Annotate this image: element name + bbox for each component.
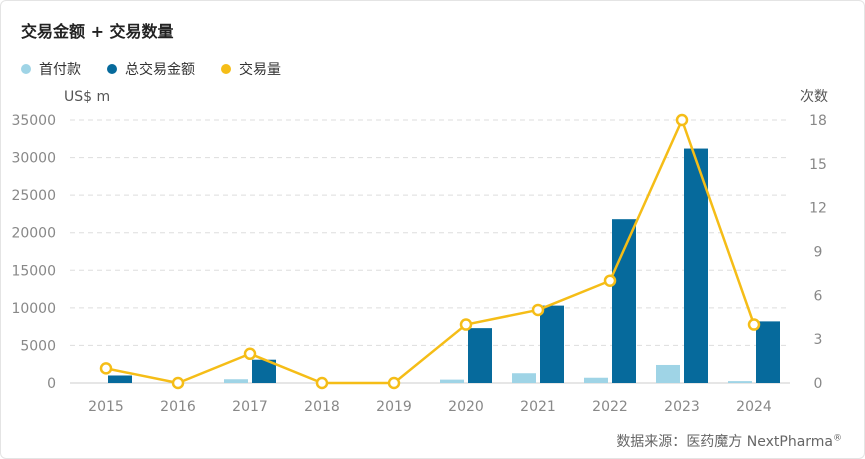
x-tick-label: 2023 bbox=[664, 399, 700, 415]
x-tick-label: 2022 bbox=[592, 399, 628, 415]
legend-label-upfront: 首付款 bbox=[39, 62, 81, 78]
x-tick-label: 2016 bbox=[160, 399, 196, 415]
data-source: 数据来源：医药魔方 NextPharma® bbox=[616, 431, 842, 451]
count-point[interactable] bbox=[459, 318, 473, 331]
legend-item-upfront[interactable]: 首付款 bbox=[21, 59, 81, 79]
legend-dot-count bbox=[221, 64, 231, 74]
right-tick-label: 0 bbox=[814, 376, 823, 392]
count-point[interactable] bbox=[387, 376, 401, 390]
legend-label-total: 总交易金额 bbox=[125, 62, 195, 78]
bar-total[interactable] bbox=[468, 328, 492, 383]
bar-upfront[interactable] bbox=[728, 381, 752, 383]
count-point[interactable] bbox=[315, 376, 329, 390]
left-tick-label: 35000 bbox=[11, 113, 56, 129]
right-axis-unit: 次数 bbox=[800, 89, 828, 105]
legend-item-count[interactable]: 交易量 bbox=[221, 59, 281, 79]
left-tick-label: 30000 bbox=[11, 151, 56, 167]
bar-total[interactable] bbox=[540, 305, 564, 383]
x-tick-label: 2021 bbox=[520, 399, 556, 415]
bar-upfront[interactable] bbox=[584, 377, 608, 383]
legend-dot-upfront bbox=[21, 64, 31, 74]
left-tick-label: 20000 bbox=[11, 226, 56, 242]
right-tick-label: 6 bbox=[814, 288, 823, 304]
x-tick-label: 2015 bbox=[88, 399, 124, 415]
count-point[interactable] bbox=[747, 318, 761, 331]
x-tick-label: 2024 bbox=[736, 399, 772, 415]
count-point[interactable] bbox=[243, 347, 257, 361]
source-name: 医药魔方 NextPharma bbox=[686, 434, 833, 450]
source-label: 数据来源： bbox=[616, 434, 687, 450]
bar-total[interactable] bbox=[252, 359, 276, 383]
left-tick-label: 5000 bbox=[20, 338, 56, 354]
count-point[interactable] bbox=[99, 362, 113, 375]
right-tick-label: 18 bbox=[809, 113, 827, 129]
left-tick-label: 15000 bbox=[11, 263, 56, 279]
axes: 0 5000 10000 15000 20000 25000 30000 35000 0 3 6 9 1… bbox=[11, 113, 826, 415]
bars bbox=[108, 148, 780, 383]
grid-lines bbox=[70, 119, 790, 384]
count-line-path bbox=[105, 118, 756, 385]
bar-total[interactable] bbox=[684, 148, 708, 383]
left-axis-unit: US$ m bbox=[64, 89, 110, 105]
right-tick-label: 3 bbox=[814, 332, 823, 348]
left-tick-label: 0 bbox=[47, 376, 56, 392]
right-tick-label: 12 bbox=[809, 201, 827, 217]
legend-item-total[interactable]: 总交易金额 bbox=[107, 59, 195, 79]
bar-upfront[interactable] bbox=[656, 364, 680, 383]
right-tick-label: 9 bbox=[814, 245, 823, 261]
count-point[interactable] bbox=[171, 376, 185, 390]
x-tick-label: 2019 bbox=[376, 399, 412, 415]
count-point[interactable] bbox=[603, 274, 617, 287]
bar-total[interactable] bbox=[108, 375, 132, 383]
chart-legend: 首付款 总交易金额 交易量 bbox=[21, 59, 281, 79]
bar-upfront[interactable] bbox=[512, 373, 536, 383]
x-tick-label: 2018 bbox=[304, 399, 340, 415]
bar-total[interactable] bbox=[612, 219, 636, 383]
x-tick-label: 2020 bbox=[448, 399, 484, 415]
left-tick-label: 10000 bbox=[11, 301, 56, 317]
x-tick-label: 2017 bbox=[232, 399, 268, 415]
bar-total[interactable] bbox=[756, 321, 780, 383]
chart-title: 交易金额 + 交易数量 bbox=[21, 22, 174, 41]
count-line bbox=[99, 113, 761, 390]
legend-dot-total bbox=[107, 64, 117, 74]
legend-label-count: 交易量 bbox=[239, 62, 281, 78]
bar-upfront[interactable] bbox=[224, 379, 248, 383]
left-tick-label: 25000 bbox=[11, 188, 56, 204]
count-point[interactable] bbox=[531, 303, 545, 317]
count-point[interactable] bbox=[675, 113, 689, 127]
right-tick-label: 15 bbox=[809, 157, 827, 173]
bar-upfront[interactable] bbox=[440, 379, 464, 383]
registered-mark: ® bbox=[833, 433, 842, 444]
